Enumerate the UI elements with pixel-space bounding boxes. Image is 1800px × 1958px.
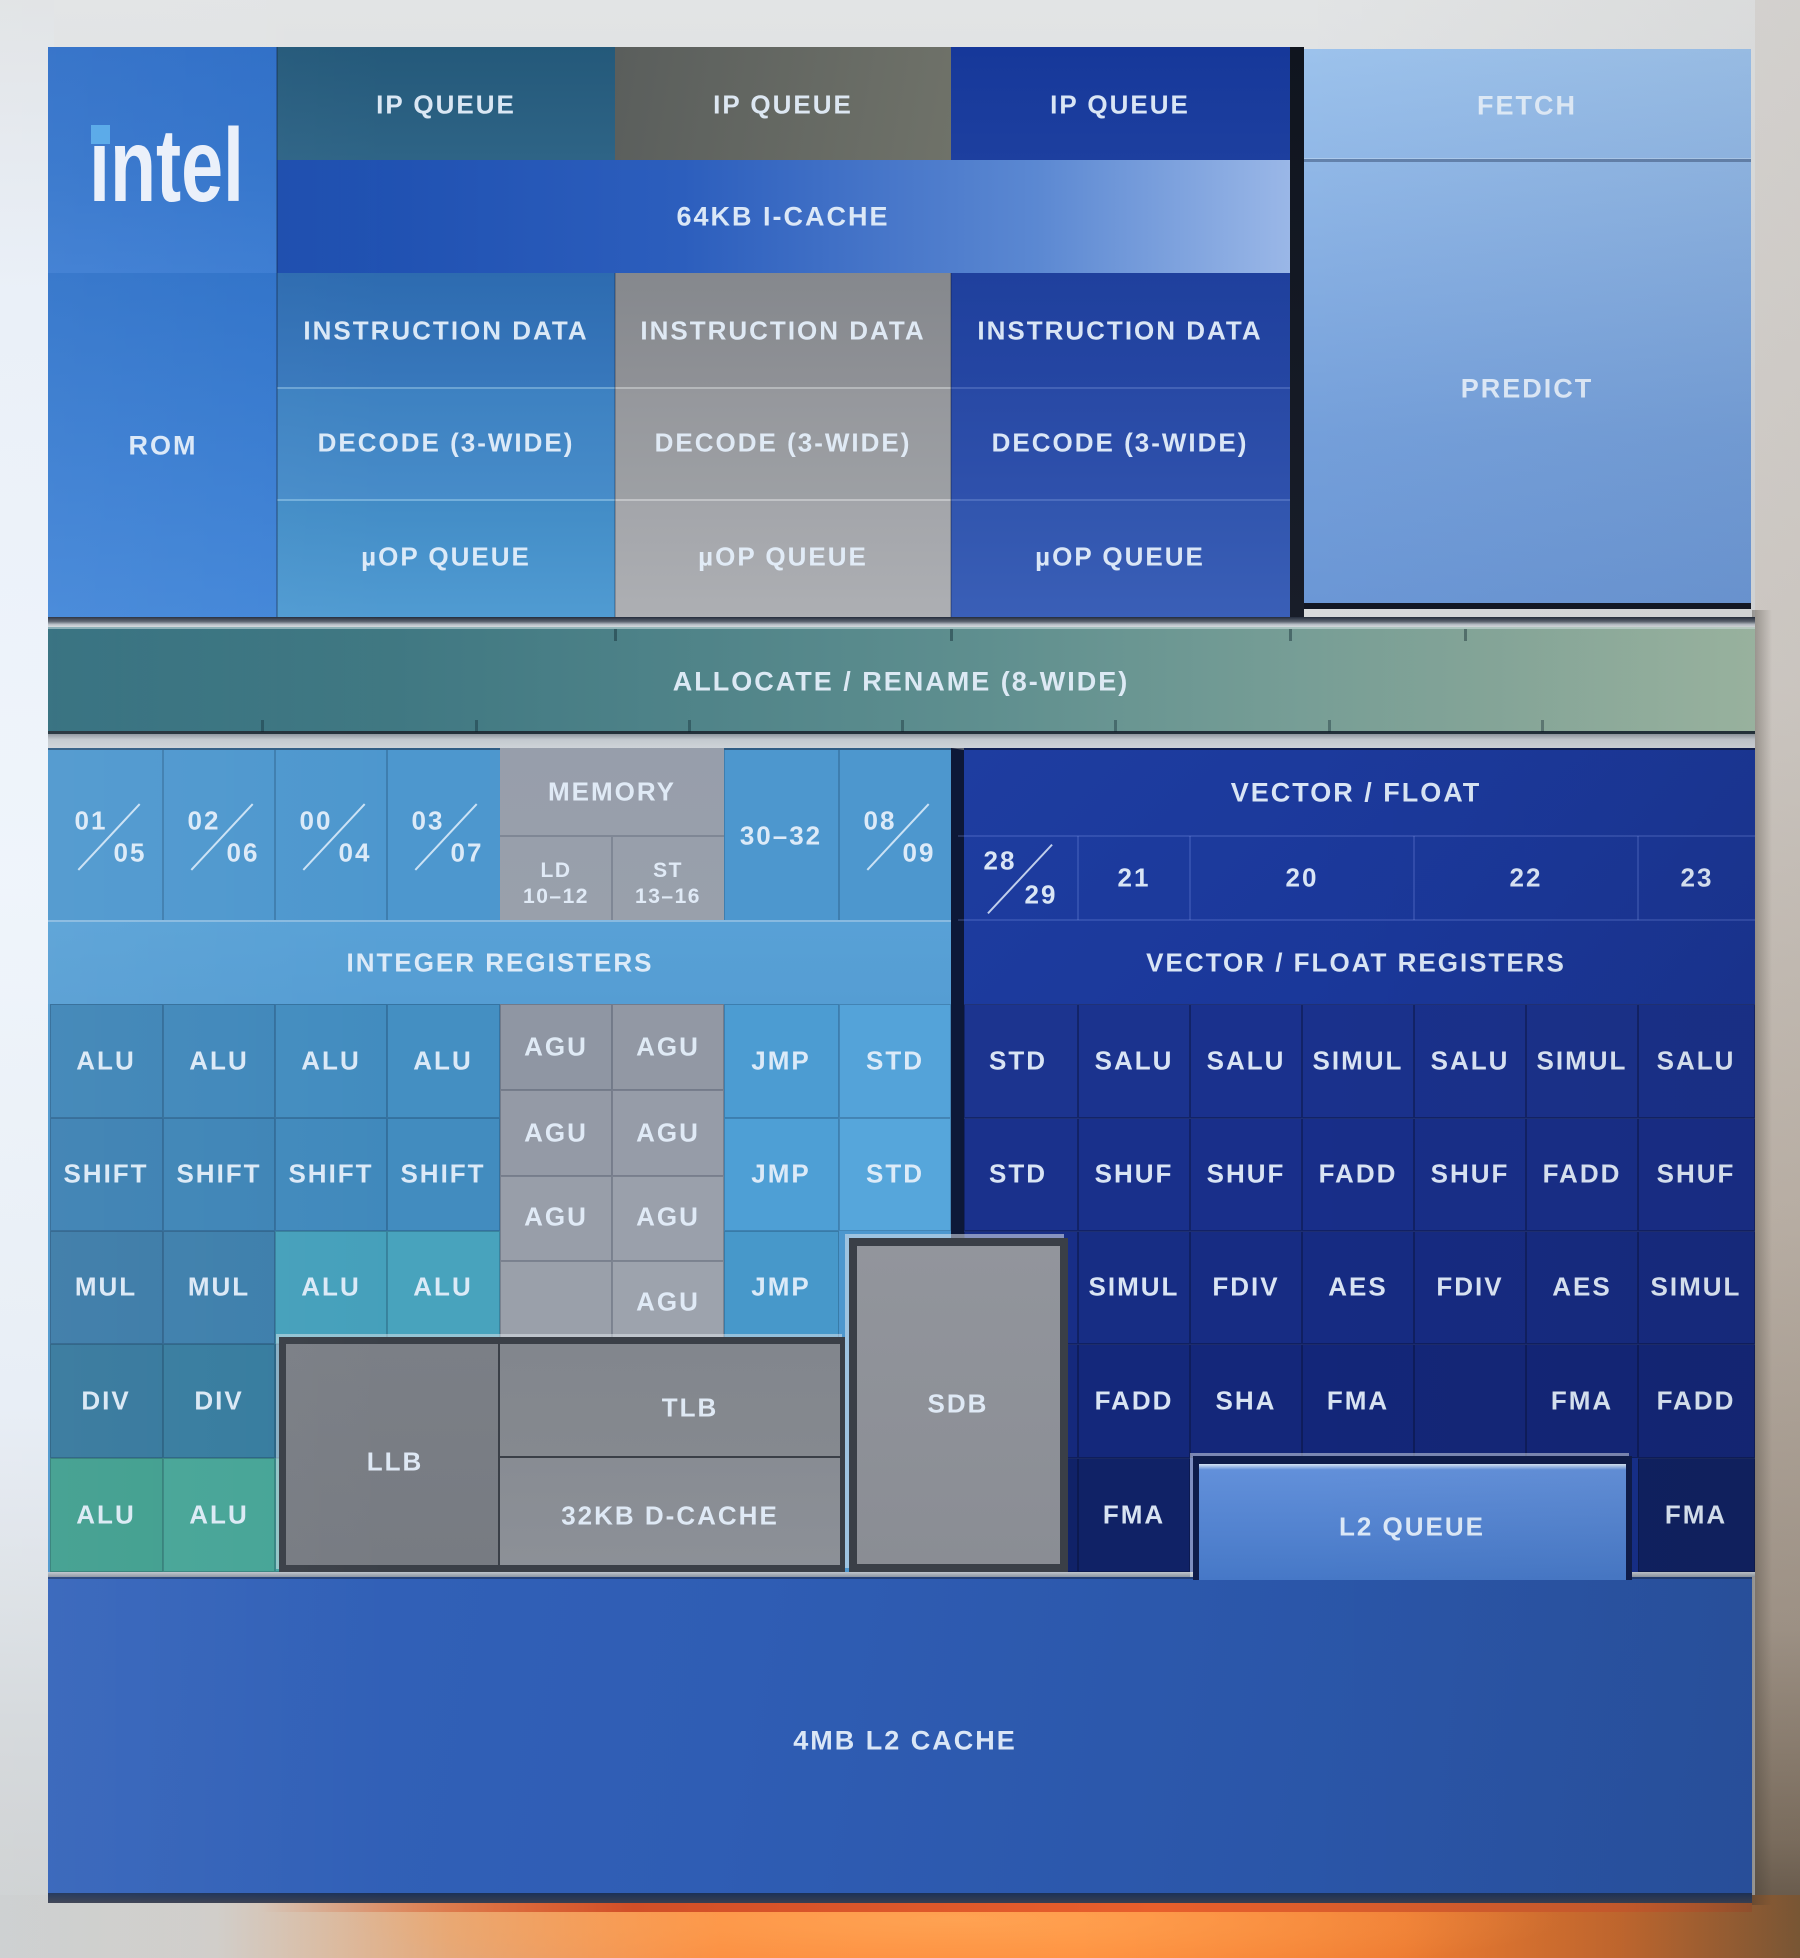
svg-text:ıntel: ıntel xyxy=(89,108,244,224)
